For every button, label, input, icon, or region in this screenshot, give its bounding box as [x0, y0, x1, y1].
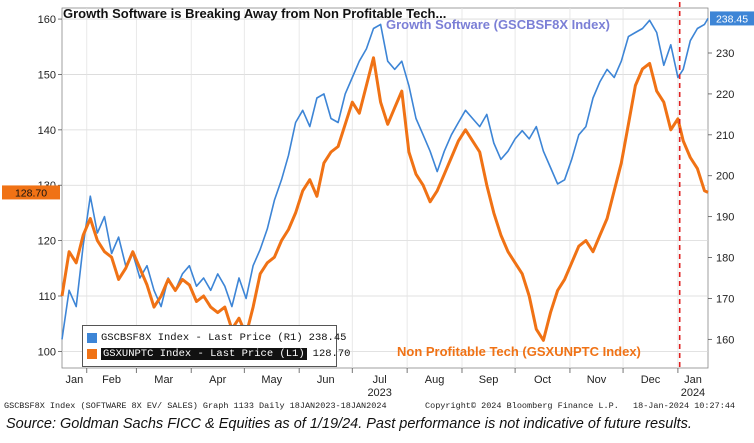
left-tick-label: 150: [38, 69, 56, 81]
left-value-tag: [2, 185, 60, 200]
right-tick-label: 180: [716, 253, 734, 265]
right-tick-label: 230: [716, 48, 734, 60]
legend-item-gsxunptc: GSXUNPTC Index - Last Price (L1) 128.70: [87, 347, 350, 361]
legend-swatch-orange: [87, 349, 97, 359]
right-tick-label: 200: [716, 171, 734, 183]
x-tick-label: Sep: [479, 374, 499, 386]
right-value-tag: [710, 11, 754, 26]
year-label: 2024: [681, 387, 705, 399]
x-tick-label: Aug: [425, 374, 445, 386]
series-line-non-profitable-tech: [60, 56, 709, 342]
footer-copyright: Copyright© 2024 Bloomberg Finance L.P.: [425, 401, 619, 411]
x-tick-label: Jan: [66, 374, 84, 386]
legend: GSCBSF8X Index - Last Price (R1) 238.45 …: [82, 325, 350, 367]
x-tick-label: Feb: [102, 374, 121, 386]
x-tick-label: Mar: [154, 374, 173, 386]
right-tick-label: 210: [716, 130, 734, 142]
left-tick-label: 100: [38, 346, 56, 358]
legend-label-gsxunptc: GSXUNPTC Index - Last Price (L1): [101, 348, 307, 360]
non-profitable-tech-label: Non Profitable Tech (GSXUNPTC Index): [397, 344, 641, 359]
left-tick-label: 110: [38, 291, 56, 303]
x-tick-label: Nov: [587, 374, 607, 386]
right-value-tag-label: 238.45: [716, 13, 748, 25]
plot-frame: [61, 7, 709, 369]
growth-software-label: Growth Software (GSCBSF8X Index): [386, 17, 610, 32]
left-tick-label: 120: [38, 236, 56, 248]
x-tick-label: Oct: [534, 374, 551, 386]
x-tick-label: Jul: [373, 374, 387, 386]
right-tick-label: 220: [716, 89, 734, 101]
x-tick-label: Jun: [317, 374, 335, 386]
right-tick-label: 190: [716, 212, 734, 224]
x-tick-label: May: [261, 374, 282, 386]
overlay-layer: 238.45 128.70: [2, 2, 754, 368]
x-tick-label: Dec: [641, 374, 661, 386]
left-tick-label: 140: [38, 125, 56, 137]
left-value-tag-label: 128.70: [15, 187, 47, 199]
left-tick-label: 160: [38, 14, 56, 26]
legend-value-gsxunptc: 128.70: [312, 348, 351, 360]
legend-value-gscbsf8x: 238.45: [308, 332, 347, 344]
footer-left: GSCBSF8X Index (SOFTWARE 8X EV/ SALES) G…: [4, 401, 387, 411]
footer-bar: GSCBSF8X Index (SOFTWARE 8X EV/ SALES) G…: [0, 400, 754, 413]
year-label: 2023: [367, 387, 391, 399]
x-tick-label: Apr: [209, 374, 226, 386]
grid: [61, 7, 709, 369]
legend-swatch-blue: [87, 333, 97, 343]
x-axis: Jan Feb Mar Apr May Jun Jul Aug Sep Oct Nov Dec Jan2…: [66, 368, 705, 399]
footer-timestamp: 18-Jan-2024 10:27:44: [633, 401, 736, 411]
x-tick-label: Jan: [684, 374, 702, 386]
legend-item-gscbsf8x: GSCBSF8X Index - Last Price (R1) 238.45: [87, 331, 346, 345]
right-tick-label: 170: [716, 293, 734, 305]
source-note: Source: Goldman Sachs FICC & Equities as…: [6, 416, 692, 432]
right-tick-label: 160: [716, 334, 734, 346]
line-chart: 100110120130140150160 160170180190200210…: [2, 2, 754, 399]
series-layer: [60, 17, 709, 342]
legend-label-gscbsf8x: GSCBSF8X Index - Last Price (R1): [101, 332, 303, 344]
right-axis: 160 170 180 190 200 210 220 230: [708, 48, 734, 346]
chart-title: Growth Software is Breaking Away from No…: [63, 6, 446, 21]
